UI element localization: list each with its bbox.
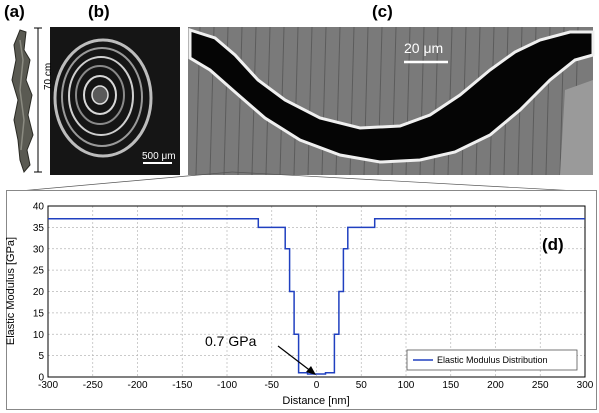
y-tick-label: 40 [33, 202, 45, 213]
series-line [48, 218, 585, 375]
specimen-photo [11, 29, 34, 173]
legend-entry: Elastic Modulus Distribution [437, 355, 548, 365]
zoom-guide [26, 171, 566, 190]
y-tick-label: 0 [38, 373, 44, 384]
x-tick-label: 50 [356, 380, 368, 391]
panel-label-c: (c) [372, 2, 393, 21]
x-tick-label: 300 [577, 380, 594, 391]
y-tick-label: 35 [33, 223, 45, 234]
x-axis-label: Distance [nm] [282, 395, 349, 407]
legend: Elastic Modulus Distribution [406, 349, 578, 371]
y-axis-label: Elastic Modulus [GPa] [5, 237, 17, 345]
annotation-arrow [277, 345, 313, 373]
y-tick-label: 20 [33, 287, 45, 298]
x-tick-label: 100 [398, 380, 415, 391]
x-tick-label: -300 [38, 380, 58, 391]
panel-label-a: (a) [4, 2, 25, 21]
panel-label-b: (b) [88, 2, 110, 21]
y-tick-label: 15 [33, 308, 45, 319]
y-ticks: 0 5 10 15 20 25 30 35 40 [33, 202, 45, 384]
cross-section-sem [50, 27, 180, 175]
x-tick-label: -250 [83, 380, 103, 391]
annotation-text: 0.7 GPa [205, 333, 257, 349]
height-dimension [34, 27, 42, 173]
legend-box [406, 349, 578, 371]
scale-label-b: 500 μm [142, 151, 176, 162]
sem-closeup [188, 26, 595, 176]
x-tick-label: -50 [265, 380, 280, 391]
series-group [48, 218, 585, 375]
x-tick-label: 250 [532, 380, 549, 391]
y-tick-label: 5 [38, 351, 44, 362]
panel-label-d: (d) [542, 235, 564, 254]
x-tick-label: -100 [217, 380, 237, 391]
figure-images [11, 26, 595, 190]
scale-label-c: 20 μm [404, 40, 444, 56]
y-tick-label: 25 [33, 266, 45, 277]
chart-panel [6, 190, 597, 410]
x-tick-label: 0 [314, 380, 320, 391]
x-tick-label: 150 [442, 380, 459, 391]
x-ticks: -300 -250 -200 -150 -100 -50 0 50 100 150 200 250 30… [38, 380, 594, 391]
x-tick-label: -150 [172, 380, 192, 391]
x-tick-label: 200 [487, 380, 504, 391]
y-tick-label: 30 [33, 244, 45, 255]
annotation-arrowhead [306, 366, 316, 375]
y-tick-label: 10 [33, 330, 45, 341]
x-tick-label: -200 [127, 380, 147, 391]
plot-area [47, 205, 586, 378]
